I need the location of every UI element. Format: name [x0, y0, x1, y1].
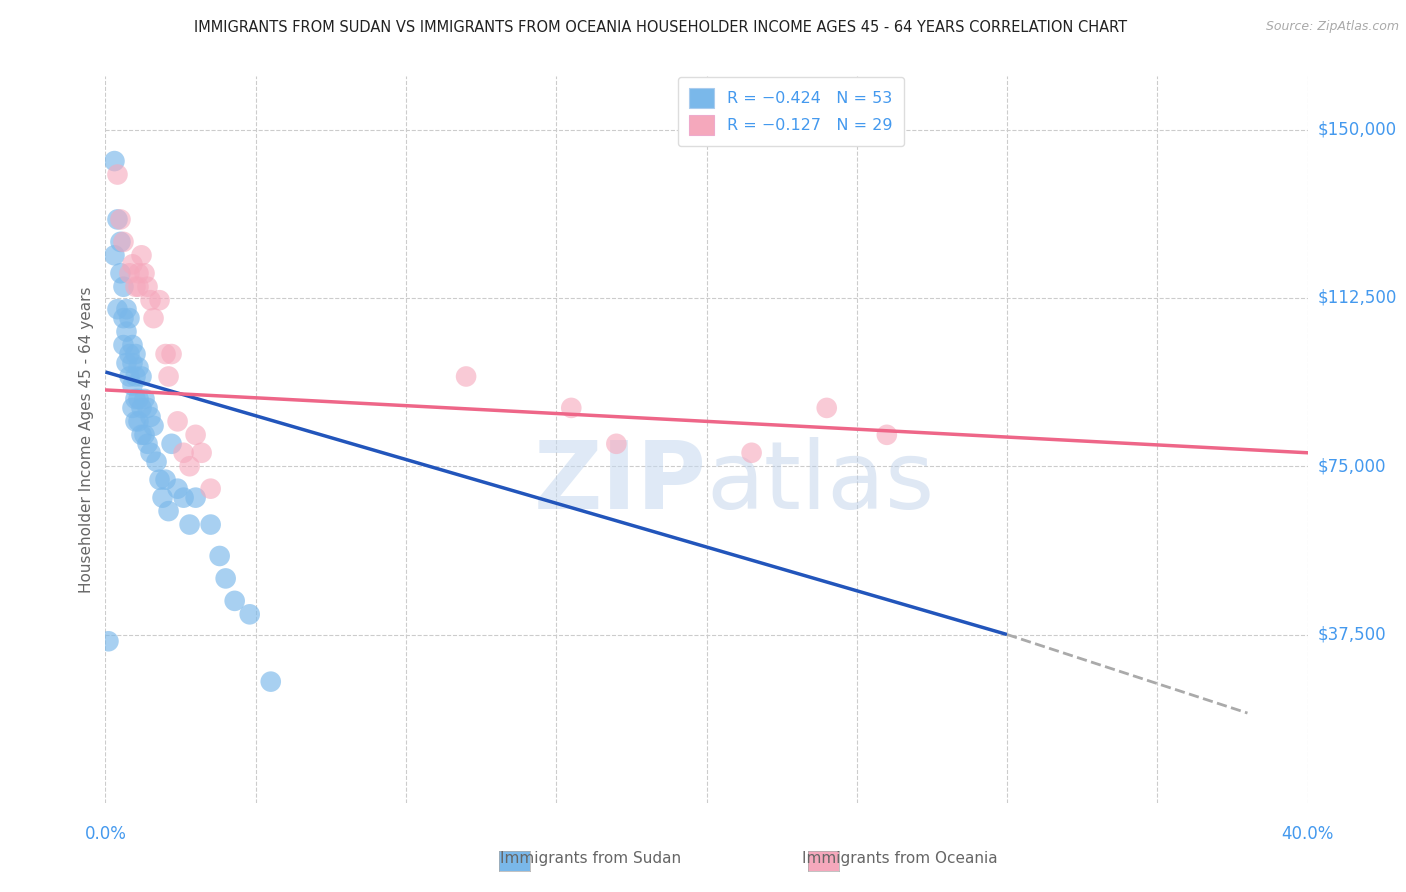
- Point: [103, 248, 125, 262]
- Point: [121, 338, 143, 352]
- Point: [134, 427, 156, 442]
- Point: [112, 338, 135, 352]
- Point: [224, 594, 246, 608]
- Point: [166, 482, 188, 496]
- Point: [179, 459, 201, 474]
- Point: [145, 455, 167, 469]
- Point: [200, 517, 222, 532]
- Point: [118, 369, 141, 384]
- Point: [124, 347, 146, 361]
- Point: [152, 491, 174, 505]
- Point: [103, 154, 125, 169]
- Text: $112,500: $112,500: [1317, 289, 1396, 307]
- Point: [741, 446, 763, 460]
- Point: [139, 446, 162, 460]
- Point: [118, 266, 141, 280]
- Point: [605, 437, 627, 451]
- Point: [124, 279, 146, 293]
- Point: [815, 401, 838, 415]
- Point: [160, 347, 183, 361]
- Text: atlas: atlas: [707, 437, 935, 529]
- Point: [124, 414, 146, 428]
- Point: [136, 437, 159, 451]
- Point: [107, 212, 129, 227]
- Point: [118, 311, 141, 326]
- Text: Immigrants from Oceania: Immigrants from Oceania: [801, 851, 998, 865]
- Point: [110, 212, 132, 227]
- Point: [148, 293, 170, 308]
- Legend: R = −0.424   N = 53, R = −0.127   N = 29: R = −0.424 N = 53, R = −0.127 N = 29: [678, 77, 904, 146]
- Point: [560, 401, 582, 415]
- Text: $75,000: $75,000: [1317, 458, 1386, 475]
- Text: ZIP: ZIP: [534, 437, 707, 529]
- Point: [97, 634, 120, 648]
- Point: [148, 473, 170, 487]
- Point: [184, 491, 207, 505]
- Point: [124, 392, 146, 406]
- Point: [157, 369, 180, 384]
- Point: [160, 437, 183, 451]
- Point: [121, 378, 143, 392]
- Point: [128, 360, 150, 375]
- Text: IMMIGRANTS FROM SUDAN VS IMMIGRANTS FROM OCEANIA HOUSEHOLDER INCOME AGES 45 - 64: IMMIGRANTS FROM SUDAN VS IMMIGRANTS FROM…: [194, 20, 1128, 35]
- Point: [124, 369, 146, 384]
- Point: [173, 491, 195, 505]
- Point: [142, 418, 165, 433]
- Point: [128, 392, 150, 406]
- Point: [110, 235, 132, 249]
- Point: [454, 369, 477, 384]
- Point: [131, 369, 153, 384]
- Point: [128, 279, 150, 293]
- Point: [115, 302, 138, 317]
- Point: [134, 266, 156, 280]
- Point: [208, 549, 231, 563]
- Point: [128, 266, 150, 280]
- Point: [179, 517, 201, 532]
- Point: [112, 279, 135, 293]
- Point: [139, 293, 162, 308]
- Point: [110, 266, 132, 280]
- Point: [118, 347, 141, 361]
- Y-axis label: Householder Income Ages 45 - 64 years: Householder Income Ages 45 - 64 years: [79, 286, 94, 592]
- Point: [173, 446, 195, 460]
- Point: [184, 427, 207, 442]
- Point: [107, 168, 129, 182]
- Point: [214, 571, 236, 585]
- Point: [139, 409, 162, 424]
- Point: [115, 356, 138, 370]
- Point: [112, 311, 135, 326]
- Point: [112, 235, 135, 249]
- Text: 0.0%: 0.0%: [84, 825, 127, 843]
- Point: [200, 482, 222, 496]
- Point: [128, 414, 150, 428]
- Point: [107, 302, 129, 317]
- Point: [260, 674, 283, 689]
- Text: 40.0%: 40.0%: [1281, 825, 1334, 843]
- Point: [136, 401, 159, 415]
- Point: [115, 325, 138, 339]
- Point: [876, 427, 898, 442]
- Text: Immigrants from Sudan: Immigrants from Sudan: [501, 851, 681, 865]
- Point: [155, 473, 177, 487]
- Point: [190, 446, 212, 460]
- Point: [121, 356, 143, 370]
- Point: [131, 401, 153, 415]
- Point: [142, 311, 165, 326]
- Point: [166, 414, 188, 428]
- Text: $37,500: $37,500: [1317, 625, 1386, 643]
- Point: [121, 401, 143, 415]
- Text: Source: ZipAtlas.com: Source: ZipAtlas.com: [1265, 20, 1399, 33]
- Point: [121, 257, 143, 271]
- Point: [134, 392, 156, 406]
- Point: [136, 279, 159, 293]
- Point: [155, 347, 177, 361]
- Point: [131, 248, 153, 262]
- Point: [131, 427, 153, 442]
- Text: $150,000: $150,000: [1317, 120, 1396, 138]
- Point: [239, 607, 262, 622]
- Point: [157, 504, 180, 518]
